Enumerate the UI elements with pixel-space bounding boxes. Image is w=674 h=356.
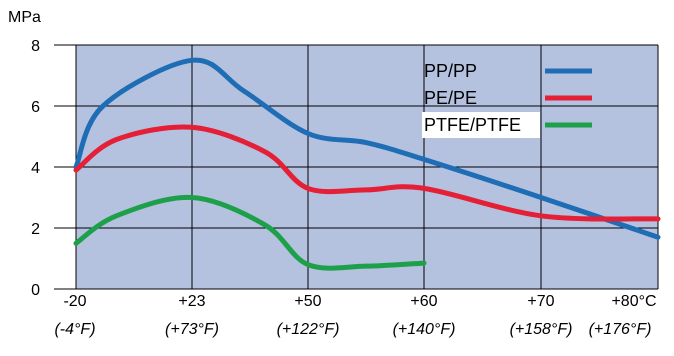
x-tick-label: +60 (410, 293, 437, 310)
x-tick-label: +23 (178, 293, 205, 310)
x-tick-sublabel: (-4°F) (54, 321, 95, 338)
x-tick-sublabel: (+158°F) (510, 321, 573, 338)
y-tick-label: 4 (31, 160, 40, 177)
x-tick-label: +50 (294, 293, 321, 310)
legend-label: PP/PP (424, 61, 477, 81)
y-axis-label: MPa (8, 9, 41, 26)
x-tick-label: +80°C (611, 293, 656, 310)
legend-label: PTFE/PTFE (424, 115, 521, 135)
x-tick-sublabel: (+140°F) (393, 321, 456, 338)
x-tick-sublabel: (+122°F) (277, 321, 340, 338)
series-line-ptfe-ptfe (73, 194, 427, 271)
x-ticks: -20 (-4°F) +23 (+73°F) +50 (+122°F) +60 (+140°F… (54, 293, 656, 338)
x-tick-sublabel: (+73°F) (165, 321, 219, 338)
series-line-pe-pe (73, 124, 661, 222)
x-tick-sublabel: (+176°F) (589, 321, 652, 338)
legend: PP/PP PE/PE PTFE/PTFE (422, 61, 592, 138)
y-tick-label: 6 (31, 99, 40, 116)
series-lines (73, 57, 661, 271)
x-tick-label: +70 (527, 293, 554, 310)
grid (54, 44, 659, 290)
legend-label-bg (422, 112, 540, 138)
y-tick-label: 2 (31, 221, 40, 238)
y-ticks: 0 2 4 6 8 (31, 38, 40, 299)
x-tick-label: -20 (63, 293, 86, 310)
y-tick-label: 0 (31, 282, 40, 299)
y-tick-label: 8 (31, 38, 40, 55)
series-line-pp-pp (73, 57, 661, 240)
legend-label: PE/PE (424, 88, 477, 108)
